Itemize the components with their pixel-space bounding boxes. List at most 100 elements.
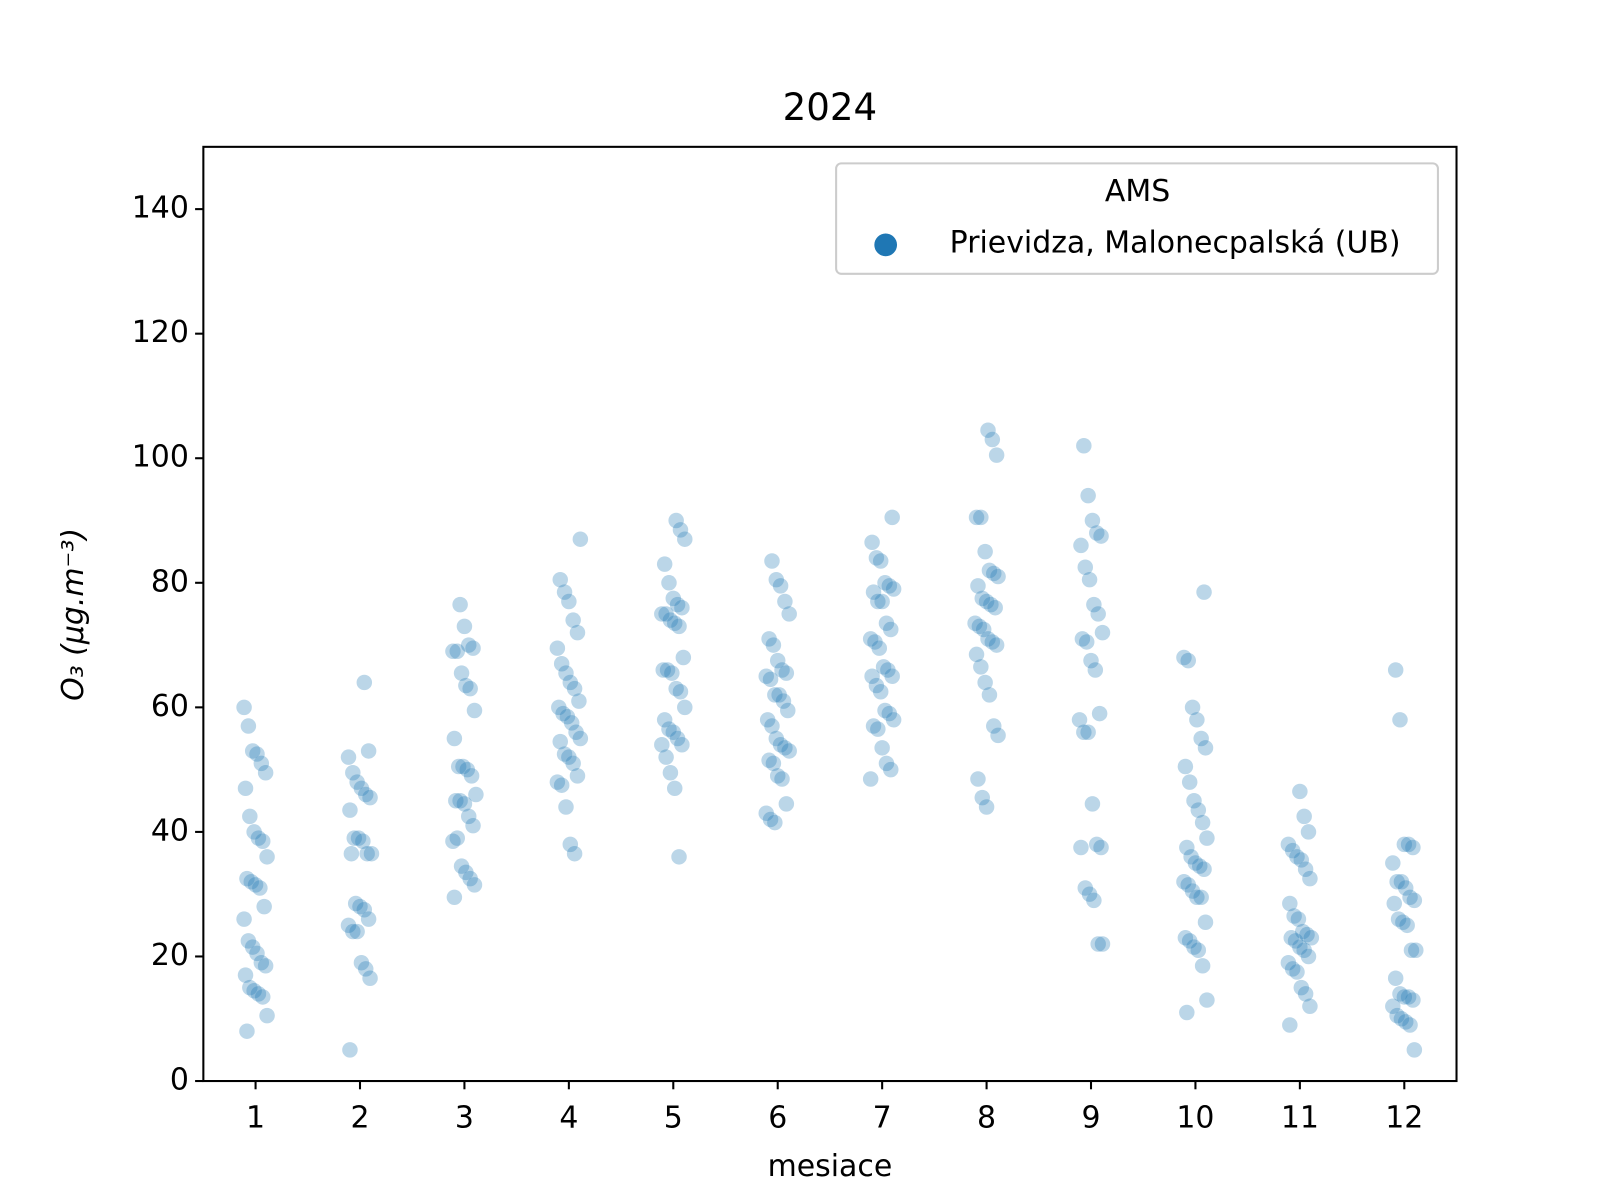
data-point [553, 777, 570, 793]
data-point [569, 768, 586, 784]
data-point [975, 621, 992, 638]
data-point [466, 702, 483, 719]
data-point [874, 593, 890, 610]
data-point [1405, 839, 1421, 856]
data-point [558, 665, 574, 681]
data-point [242, 808, 258, 825]
data-point [468, 786, 484, 803]
data-point [452, 596, 468, 613]
data-point [872, 553, 889, 569]
data-point [874, 740, 890, 756]
data-point [1080, 487, 1096, 504]
data-point [353, 780, 370, 797]
data-point [1186, 939, 1202, 955]
data-point [1397, 1014, 1414, 1030]
data-point [986, 718, 1002, 734]
data-point [239, 1023, 255, 1039]
data-point [572, 730, 589, 747]
data-point [1302, 998, 1318, 1015]
y-tick-label: 120 [132, 315, 189, 350]
data-point [1387, 970, 1404, 987]
data-point [555, 705, 571, 722]
data-point [988, 637, 1005, 653]
data-point [1073, 839, 1089, 856]
data-point [758, 805, 774, 821]
data-point [1287, 933, 1304, 949]
data-point [1081, 571, 1098, 588]
data-point [352, 898, 368, 915]
data-point [250, 986, 267, 1002]
data-point [1197, 740, 1214, 756]
data-point [561, 593, 577, 610]
data-point [968, 646, 985, 663]
data-point [358, 786, 374, 803]
data-point [255, 833, 271, 849]
data-point [881, 578, 898, 594]
data-point [1286, 908, 1302, 924]
data-point [864, 668, 880, 684]
data-point [247, 877, 264, 893]
data-point [1299, 926, 1315, 943]
data-point [358, 961, 374, 977]
data-point [558, 799, 574, 815]
data-point [556, 746, 573, 762]
data-point [1280, 836, 1297, 853]
x-tick-label: 2 [350, 1101, 369, 1136]
data-point [1385, 855, 1401, 871]
legend-box [835, 162, 1439, 275]
y-tick-label: 40 [151, 813, 189, 848]
data-point [1389, 1007, 1405, 1024]
data-point [1090, 936, 1106, 952]
data-point [360, 743, 377, 759]
data-point [559, 708, 576, 725]
data-point [1296, 942, 1312, 958]
data-point [771, 687, 787, 703]
y-tick-label: 20 [151, 938, 189, 973]
data-point [656, 556, 673, 572]
data-point [758, 668, 774, 684]
data-point [769, 768, 786, 784]
x-tick-label: 5 [664, 1101, 683, 1136]
data-point [566, 680, 583, 697]
data-point [885, 712, 902, 728]
x-tick-label: 3 [455, 1101, 474, 1136]
data-point [1190, 942, 1207, 958]
data-point [1083, 652, 1099, 669]
data-point [765, 755, 782, 772]
data-point [981, 562, 998, 579]
legend: AMS Prievidza, Malonecpalská (UB) [835, 162, 1439, 275]
data-point [1071, 712, 1088, 728]
data-point [671, 618, 687, 635]
data-point [1080, 724, 1096, 741]
data-point [1189, 889, 1205, 906]
data-point [460, 637, 477, 653]
data-point [1290, 911, 1307, 927]
data-point [864, 534, 880, 551]
data-point [1397, 880, 1414, 896]
data-point [236, 911, 252, 927]
data-point [349, 923, 365, 940]
data-point [1074, 631, 1091, 647]
data-point [654, 736, 670, 753]
data-point [239, 870, 255, 887]
data-point [990, 727, 1006, 744]
data-point [566, 845, 583, 862]
data-point [356, 902, 373, 918]
data-point [883, 621, 899, 638]
data-point [884, 668, 900, 684]
data-point [977, 674, 993, 691]
data-point [669, 730, 686, 747]
data-point [878, 755, 895, 772]
data-point [246, 824, 262, 840]
data-point [242, 979, 258, 996]
data-point [781, 606, 797, 622]
chart-title: 2024 [783, 86, 878, 129]
data-point [781, 743, 797, 759]
data-point [250, 830, 267, 846]
data-point [666, 615, 683, 632]
data-point [865, 584, 882, 600]
data-point [674, 736, 690, 753]
data-point [764, 718, 780, 734]
y-tick-label: 80 [151, 564, 189, 599]
data-point [572, 531, 589, 547]
